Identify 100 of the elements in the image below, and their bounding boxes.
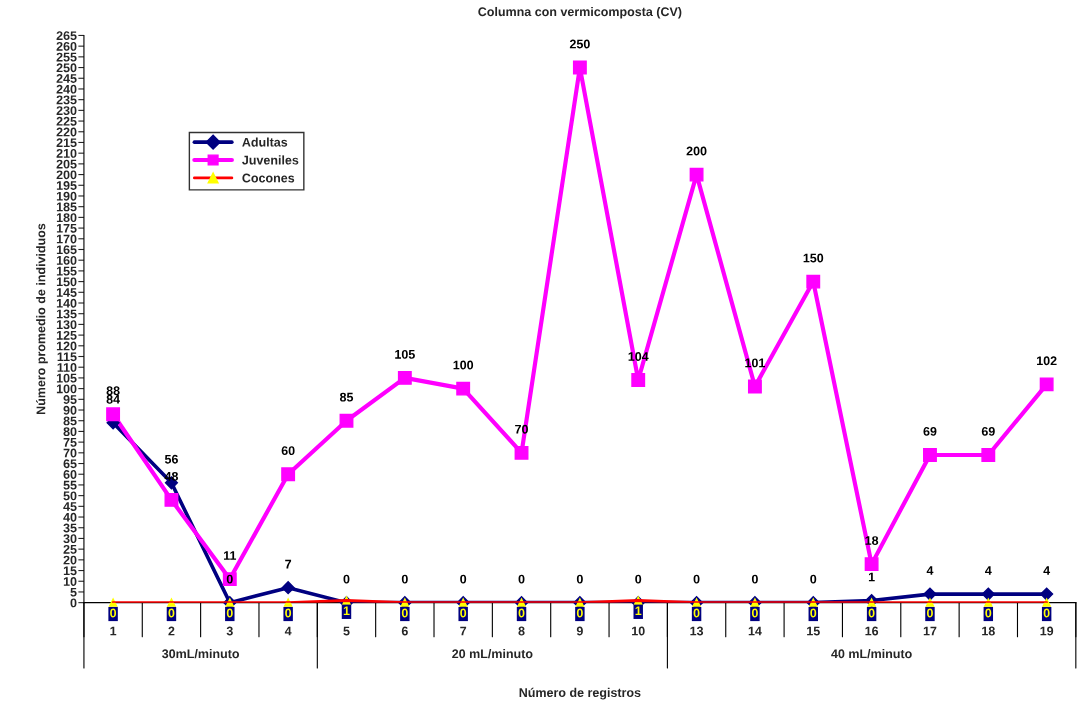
y-tick-label: 110 — [57, 363, 77, 372]
y-tick-label: 35 — [63, 523, 77, 533]
x-tick-label: 10 — [632, 626, 645, 636]
data-label: 0 — [693, 608, 700, 618]
y-tick-label: 145 — [56, 288, 77, 297]
data-label: 0 — [460, 574, 467, 584]
data-label: 102 — [1037, 356, 1057, 366]
y-tick-label: 170 — [56, 234, 77, 244]
data-label: 0 — [110, 608, 117, 618]
x-tick-label: 9 — [576, 626, 583, 636]
data-label: 85 — [339, 392, 354, 402]
data-label: 0 — [926, 608, 933, 618]
data-label: 60 — [281, 446, 295, 456]
x-tick-label: 19 — [1040, 626, 1054, 636]
y-tick-label: 95 — [63, 395, 77, 404]
y-tick-label: 220 — [56, 127, 77, 137]
y-tick-label: 215 — [56, 138, 77, 148]
data-label: 0 — [226, 574, 233, 584]
data-label: 0 — [985, 608, 992, 618]
y-tick-label: 70 — [63, 448, 77, 458]
y-tick-label: 120 — [56, 341, 77, 351]
y-tick-label: 140 — [56, 298, 77, 308]
data-label: 56 — [164, 454, 178, 464]
y-tick-label: 60 — [63, 470, 77, 479]
y-tick-label: 245 — [56, 74, 77, 83]
y-tick-label: 65 — [63, 459, 77, 469]
data-label: 0 — [285, 608, 292, 618]
data-label: 105 — [395, 349, 415, 359]
y-tick-label: 40 — [63, 512, 77, 522]
legend-label: Juveniles — [242, 155, 299, 165]
x-tick-label: 6 — [401, 626, 408, 636]
y-tick-label: 105 — [56, 373, 77, 383]
x-tick-label: 14 — [748, 626, 762, 636]
y-tick-label: 250 — [56, 63, 77, 73]
y-tick-label: 190 — [56, 191, 77, 201]
data-label: 1 — [343, 606, 350, 616]
data-label: 1 — [868, 572, 875, 582]
x-tick-label: 15 — [807, 626, 820, 636]
data-label: 0 — [576, 608, 583, 618]
y-tick-label: 205 — [56, 159, 77, 169]
y-tick-label: 45 — [63, 502, 77, 511]
data-label: 250 — [569, 39, 590, 49]
y-tick-label: 210 — [56, 148, 77, 158]
y-tick-label: 165 — [56, 245, 77, 255]
y-tick-label: 75 — [63, 438, 77, 447]
y-tick-label: 240 — [56, 84, 77, 94]
x-tick-label: 5 — [343, 626, 350, 636]
data-label: 4 — [1043, 566, 1051, 575]
legend-label: Cocones — [242, 173, 295, 183]
y-tick-label: 200 — [56, 170, 77, 180]
x-tick-label: 1 — [110, 626, 117, 636]
y-tick-label: 235 — [56, 95, 77, 105]
data-label: 1 — [635, 606, 642, 616]
data-label: 0 — [751, 608, 758, 618]
data-label: 88 — [106, 386, 120, 396]
data-label: 0 — [460, 608, 467, 618]
x-tick-label: 2 — [168, 626, 175, 636]
x-axis-title: Número de registros — [519, 687, 641, 700]
data-label: 4 — [985, 566, 992, 575]
y-tick-label: 175 — [56, 224, 77, 233]
y-tick-label: 260 — [56, 41, 77, 51]
data-label: 0 — [518, 574, 525, 584]
y-tick-label: 85 — [63, 416, 77, 426]
x-tick-label: 17 — [923, 626, 937, 636]
text: 40 mL/minuto — [831, 649, 912, 659]
data-label: 11 — [223, 551, 237, 560]
data-label: 0 — [635, 574, 642, 584]
data-label: 0 — [810, 574, 817, 584]
data-label: 0 — [868, 608, 875, 618]
data-label: 0 — [518, 608, 525, 618]
data-label: 0 — [226, 608, 233, 618]
y-tick-label: 225 — [56, 116, 77, 126]
data-label: 150 — [803, 253, 824, 263]
y-tick-label: 230 — [56, 106, 77, 116]
data-label: 69 — [923, 426, 937, 436]
data-label: 0 — [168, 608, 175, 618]
y-tick-label: 10 — [63, 577, 77, 586]
data-label: 200 — [686, 146, 707, 156]
x-tick-label: 8 — [518, 626, 525, 636]
y-tick-label: 150 — [56, 277, 77, 287]
y-tick-label: 5 — [70, 587, 77, 597]
y-tick-label: 135 — [56, 309, 77, 319]
y-tick-label: 185 — [56, 202, 77, 212]
data-label: 69 — [981, 426, 995, 436]
text: 30mL/minuto — [162, 649, 240, 659]
chart-title: Columna con vermicomposta (CV) — [478, 6, 682, 19]
data-label: 0 — [576, 574, 583, 584]
data-label: 0 — [693, 574, 700, 584]
y-tick-label: 0 — [70, 598, 77, 608]
data-label: 4 — [926, 566, 934, 575]
y-tick-label: 125 — [56, 330, 77, 340]
data-label: 0 — [810, 608, 817, 618]
y-tick-label: 15 — [63, 566, 77, 576]
y-tick-label: 90 — [63, 405, 77, 415]
x-tick-label: 7 — [460, 626, 467, 636]
y-tick-label: 50 — [63, 491, 77, 501]
y-tick-label: 255 — [56, 52, 77, 62]
y-tick-label: 155 — [56, 266, 77, 276]
x-tick-label: 16 — [865, 626, 879, 636]
y-tick-label: 30 — [63, 534, 77, 544]
